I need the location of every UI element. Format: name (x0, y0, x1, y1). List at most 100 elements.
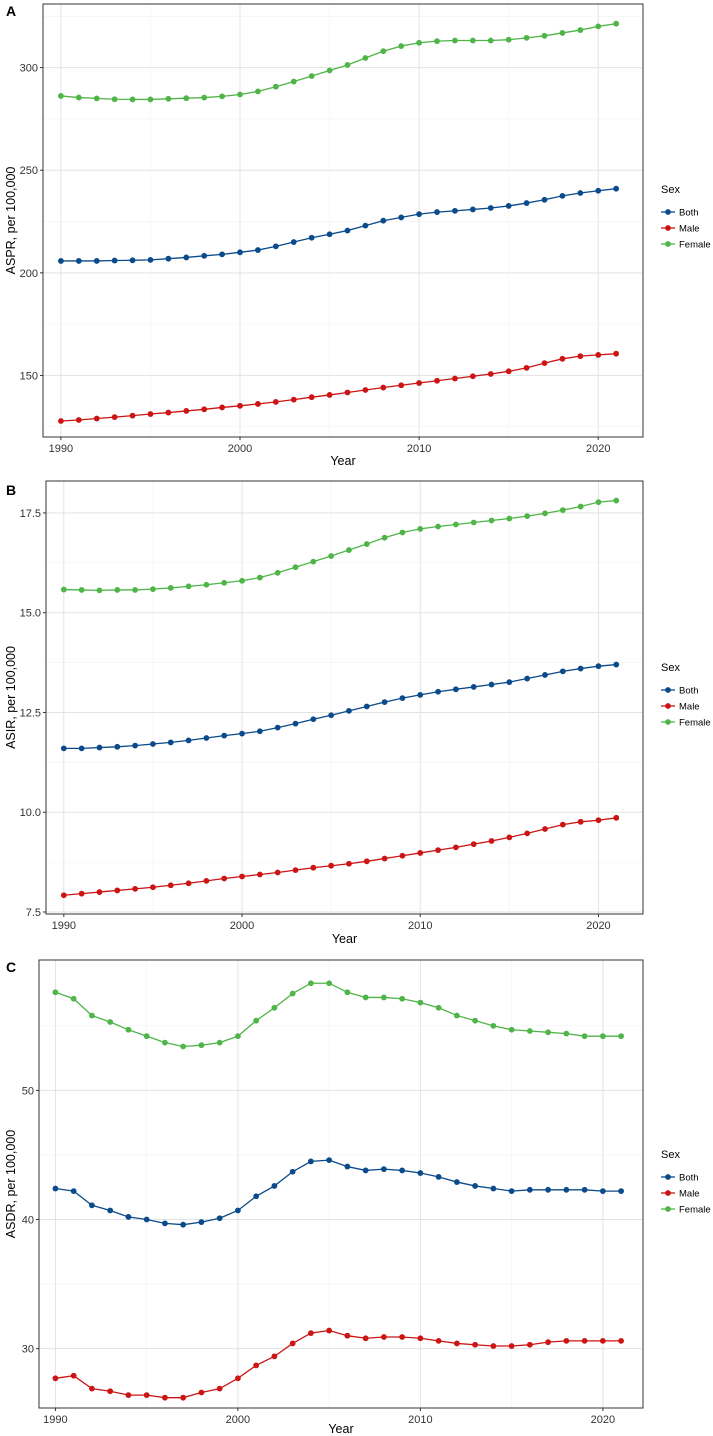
data-point-male (417, 1335, 424, 1342)
data-point-male (381, 855, 388, 862)
data-point-both (577, 190, 584, 196)
y-tick-label: 10.0 (20, 807, 41, 819)
data-point-both (203, 735, 210, 741)
data-point-both (469, 206, 476, 213)
data-point-female (434, 38, 440, 45)
data-point-female (147, 96, 154, 103)
data-point-male (452, 844, 459, 851)
panel-a: A 1990 2000 2010 2020 150 200 250 300 Year ASPR, p… (4, 3, 711, 468)
legend-label-both: Both (679, 686, 699, 697)
y-axis-title-c: ASDR, per 100,000 (4, 1130, 18, 1238)
legend-key-point-male (665, 1190, 671, 1196)
panel-label-c: C (6, 959, 16, 975)
data-point-female (274, 569, 281, 576)
legend-b: Sex Both Male Female (661, 662, 711, 729)
series-line-both (60, 188, 617, 262)
data-point-female (272, 83, 279, 90)
data-point-female (452, 521, 459, 528)
data-point-male (307, 1330, 314, 1337)
data-point-both (416, 211, 423, 218)
data-point-male (237, 402, 243, 409)
data-point-both (216, 1215, 223, 1222)
legend-a: Sex Both Male Female (661, 184, 711, 251)
data-point-male (524, 830, 531, 837)
data-point-both (129, 257, 136, 264)
data-point-female (75, 94, 82, 101)
data-point-male (434, 377, 440, 384)
data-point-female (143, 1033, 150, 1040)
data-point-female (381, 534, 388, 541)
data-point-female (541, 32, 548, 39)
data-point-female (399, 529, 406, 536)
data-point-male (326, 392, 333, 398)
data-point-both (472, 1183, 479, 1189)
y-tick-label: 40 (22, 1215, 34, 1227)
legend-label-both: Both (679, 1173, 699, 1184)
data-point-male (253, 1362, 260, 1369)
y-tick-label: 30 (22, 1344, 34, 1356)
data-point-male (183, 408, 190, 414)
data-point-both (452, 207, 458, 214)
data-point-male (162, 1394, 168, 1401)
data-point-both (185, 737, 192, 744)
data-point-both (310, 716, 317, 723)
data-point-both (618, 1188, 625, 1195)
data-point-female (132, 587, 139, 593)
data-point-female (290, 78, 297, 85)
data-point-male (363, 858, 370, 865)
data-point-male (198, 1389, 205, 1396)
data-point-both (559, 668, 566, 675)
data-point-male (70, 1372, 77, 1379)
data-point-male (416, 380, 423, 386)
data-point-female (165, 95, 172, 102)
legend-key-point-male (665, 225, 671, 231)
plot-border-c (38, 959, 644, 1409)
x-tick-label: 2000 (230, 920, 254, 932)
data-point-female (107, 1019, 114, 1025)
data-point-male (508, 1343, 515, 1349)
data-point-female (595, 499, 602, 506)
data-point-male (292, 867, 299, 874)
data-point-both (198, 1219, 205, 1225)
data-point-male (595, 352, 602, 358)
data-point-both (183, 254, 190, 261)
data-point-male (380, 384, 387, 391)
data-point-male (326, 1327, 333, 1334)
y-tick-label: 50 (22, 1085, 34, 1097)
data-point-both (78, 745, 85, 752)
legend-key-point-both (665, 687, 671, 693)
data-point-both (452, 686, 459, 693)
data-point-female (78, 587, 85, 593)
data-point-male (398, 382, 405, 389)
data-point-both (434, 209, 440, 215)
data-point-female (613, 20, 620, 27)
data-point-male (147, 411, 154, 417)
data-point-female (363, 541, 370, 547)
data-point-both (150, 741, 156, 747)
data-point-female (453, 1012, 460, 1019)
data-point-both (613, 661, 620, 668)
data-point-male (542, 826, 548, 832)
data-point-male (310, 864, 317, 871)
data-point-female (237, 91, 243, 98)
data-point-female (96, 587, 103, 594)
data-point-male (581, 1337, 588, 1344)
data-point-female (150, 586, 156, 593)
data-point-male (577, 818, 584, 825)
legend-label-male: Male (679, 224, 700, 235)
data-point-female (255, 88, 261, 95)
data-point-female (346, 547, 352, 553)
data-point-female (417, 525, 424, 532)
data-point-male (470, 841, 477, 848)
data-point-female (216, 1039, 223, 1046)
data-point-male (487, 371, 494, 377)
data-point-female (577, 503, 584, 510)
data-point-both (346, 707, 352, 714)
data-point-male (469, 373, 476, 380)
legend-label-male: Male (679, 702, 700, 713)
data-point-female (559, 30, 566, 36)
data-point-both (559, 192, 566, 199)
data-point-male (506, 834, 513, 841)
data-point-male (78, 890, 85, 897)
data-point-male (563, 1337, 570, 1344)
